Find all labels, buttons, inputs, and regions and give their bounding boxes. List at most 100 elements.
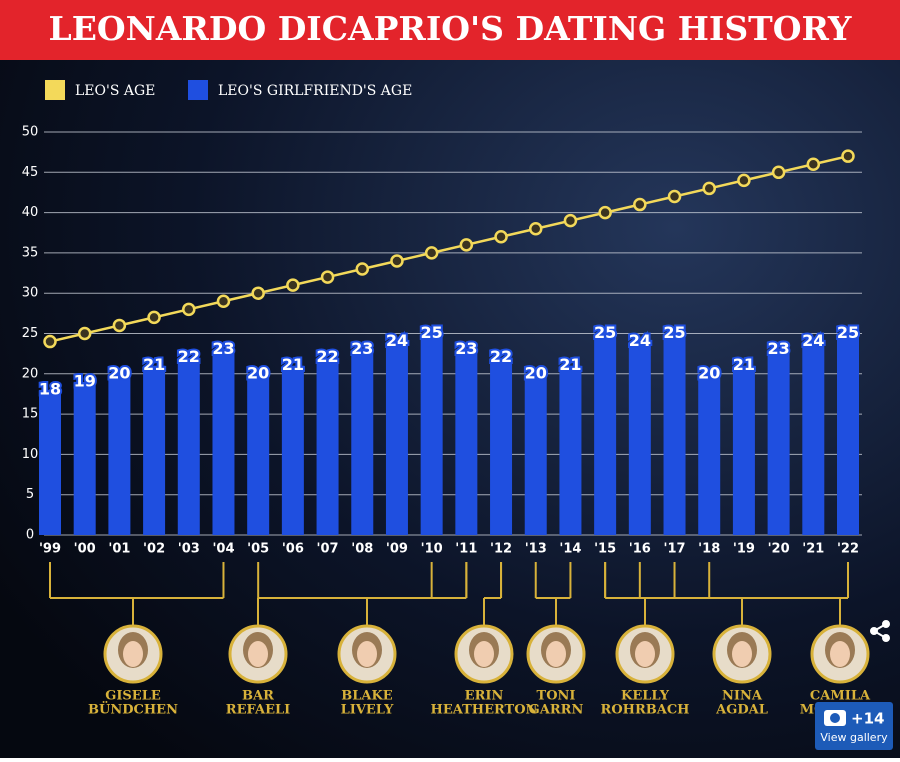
point bbox=[320, 270, 335, 284]
x-tick-label: '20 bbox=[768, 542, 790, 557]
bracket bbox=[483, 562, 503, 625]
girlfriend-name: BÜNDCHEN bbox=[88, 701, 178, 718]
bar bbox=[143, 365, 166, 535]
data-label: 25 bbox=[594, 323, 616, 342]
data-label: 21 bbox=[733, 355, 755, 374]
bracket bbox=[604, 562, 646, 625]
bracket bbox=[708, 562, 849, 625]
point bbox=[494, 230, 508, 244]
x-tick-label: '07 bbox=[317, 542, 339, 557]
x-tick-label: '21 bbox=[802, 542, 824, 557]
data-label: 23 bbox=[212, 339, 234, 358]
girlfriend-name: ROHRBACH bbox=[601, 703, 690, 718]
bar bbox=[732, 365, 755, 535]
data-label: 21 bbox=[559, 355, 581, 374]
data-label: 25 bbox=[837, 323, 859, 342]
title-banner bbox=[0, 0, 900, 60]
x-tick-label: '99 bbox=[39, 542, 61, 557]
girlfriend-name: BLAKE bbox=[341, 689, 393, 704]
bar bbox=[837, 333, 859, 535]
gallery-button[interactable]: +14 View gallery bbox=[815, 702, 893, 750]
data-label: 20 bbox=[108, 363, 130, 382]
bar bbox=[420, 333, 443, 535]
x-tick-label: '04 bbox=[212, 542, 234, 557]
bracket bbox=[366, 562, 468, 625]
y-tick-label: 30 bbox=[22, 286, 39, 301]
bar bbox=[490, 357, 513, 535]
point bbox=[702, 181, 716, 196]
data-label: 22 bbox=[178, 347, 200, 366]
data-label: 20 bbox=[525, 363, 547, 382]
point bbox=[841, 149, 855, 163]
portrait-face bbox=[830, 641, 850, 667]
x-tick-label: '15 bbox=[594, 542, 616, 557]
girlfriend-name: REFAELI bbox=[226, 703, 290, 718]
x-tick-label: '17 bbox=[663, 542, 685, 557]
point bbox=[737, 173, 751, 188]
x-tick-label: '10 bbox=[421, 542, 443, 557]
point bbox=[286, 278, 300, 292]
data-label: 18 bbox=[39, 379, 61, 398]
bracket bbox=[534, 562, 572, 625]
bar bbox=[698, 373, 721, 535]
gallery-label: View gallery bbox=[820, 731, 888, 744]
x-tick-label: '22 bbox=[837, 542, 859, 557]
point bbox=[459, 238, 474, 252]
data-label: 23 bbox=[351, 339, 373, 358]
point bbox=[112, 318, 127, 333]
x-tick-label: '00 bbox=[74, 542, 96, 557]
data-label: 20 bbox=[247, 363, 269, 382]
x-tick-label: '12 bbox=[490, 542, 512, 557]
data-label: 25 bbox=[421, 323, 443, 342]
y-tick-label: 45 bbox=[22, 165, 39, 180]
point bbox=[424, 246, 439, 260]
data-label: 23 bbox=[767, 339, 789, 358]
x-tick-label: '19 bbox=[733, 542, 755, 557]
point bbox=[147, 310, 161, 325]
data-label: 19 bbox=[74, 371, 96, 390]
point bbox=[563, 213, 578, 228]
bar bbox=[316, 357, 339, 535]
point bbox=[598, 205, 612, 220]
y-tick-label: 0 bbox=[26, 528, 34, 543]
bar bbox=[281, 365, 304, 535]
x-tick-label: '03 bbox=[178, 542, 200, 557]
bar bbox=[628, 341, 651, 535]
bar bbox=[39, 389, 61, 535]
data-label: 23 bbox=[455, 339, 477, 358]
point bbox=[251, 286, 265, 300]
x-tick-label: '09 bbox=[386, 542, 408, 557]
data-label: 20 bbox=[698, 363, 720, 382]
data-label: 21 bbox=[143, 355, 165, 374]
point bbox=[667, 189, 682, 204]
girlfriend-name: BAR bbox=[242, 689, 274, 704]
bar bbox=[524, 373, 547, 535]
girlfriend-name: HEATHERTON bbox=[431, 703, 538, 718]
point bbox=[216, 294, 231, 309]
bar bbox=[767, 349, 790, 535]
bar bbox=[247, 373, 270, 535]
data-label: 22 bbox=[490, 347, 512, 366]
bar bbox=[594, 333, 617, 535]
share-icon[interactable] bbox=[870, 620, 890, 642]
portrait-face bbox=[546, 641, 566, 667]
data-label: 21 bbox=[282, 355, 304, 374]
x-tick-label: '02 bbox=[143, 542, 165, 557]
x-tick-label: '16 bbox=[629, 542, 651, 557]
girlfriend-name: CAMILA bbox=[810, 689, 871, 704]
girlfriend-name: ERIN bbox=[465, 689, 504, 704]
x-tick-label: '08 bbox=[351, 542, 373, 557]
portrait-face bbox=[474, 641, 494, 667]
point bbox=[528, 221, 543, 236]
data-label: 25 bbox=[663, 323, 685, 342]
bar bbox=[385, 341, 408, 535]
girlfriend-name: GISELE bbox=[105, 689, 161, 704]
bar bbox=[351, 349, 374, 535]
point bbox=[806, 157, 821, 171]
bar bbox=[177, 357, 200, 535]
x-tick-label: '06 bbox=[282, 542, 304, 557]
point bbox=[355, 262, 370, 276]
y-tick-label: 40 bbox=[22, 205, 39, 220]
y-tick-label: 20 bbox=[22, 366, 39, 381]
